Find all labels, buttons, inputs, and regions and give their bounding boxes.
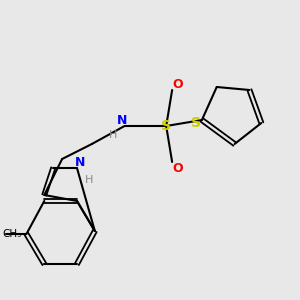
- Text: O: O: [173, 161, 183, 175]
- Text: N: N: [116, 113, 127, 127]
- Text: S: S: [191, 116, 201, 130]
- Text: O: O: [173, 77, 183, 91]
- Text: S: S: [161, 119, 171, 133]
- Text: N: N: [75, 155, 85, 169]
- Text: H: H: [85, 175, 93, 185]
- Text: H: H: [109, 130, 117, 140]
- Text: CH₃: CH₃: [2, 229, 21, 239]
